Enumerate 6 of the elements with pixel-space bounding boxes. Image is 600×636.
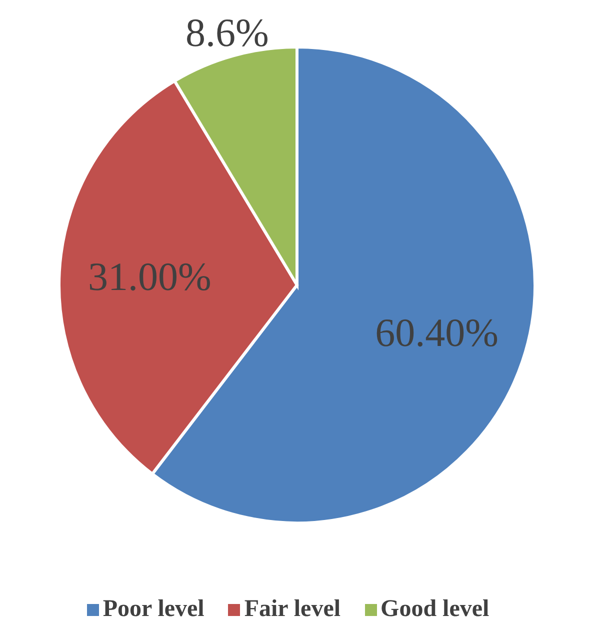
data-label: 31.00%	[88, 254, 212, 300]
data-label: 8.6%	[185, 10, 269, 56]
legend-label: Poor level	[102, 596, 204, 622]
legend-label: Good level	[380, 596, 490, 622]
data-label: 60.40%	[375, 310, 498, 355]
legend-label: Fair level	[244, 596, 341, 622]
